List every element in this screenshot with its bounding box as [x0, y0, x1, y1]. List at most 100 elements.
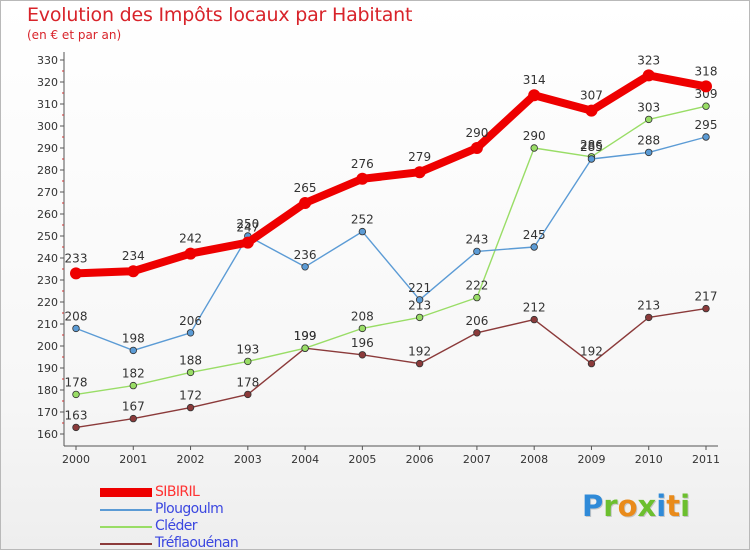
data-label: 199	[294, 329, 317, 343]
data-point	[358, 351, 367, 359]
data-label: 208	[351, 309, 374, 323]
data-label: 250	[236, 217, 259, 231]
data-point	[587, 155, 596, 163]
data-label: 245	[523, 228, 546, 242]
legend-swatch	[100, 543, 152, 545]
series-line-tréflaouénan	[75, 307, 707, 429]
x-tick-label: 2009	[577, 453, 605, 466]
data-point	[642, 69, 655, 82]
y-tick-label: 320	[37, 76, 58, 89]
legend-label: Cléder	[155, 518, 198, 534]
y-tick-label: 170	[37, 406, 58, 419]
data-point	[530, 243, 538, 251]
logo-letter: o	[617, 489, 638, 523]
x-tick-label: 2008	[520, 453, 548, 466]
data-label: 192	[580, 345, 603, 359]
data-label: 196	[351, 336, 374, 350]
series-line-cléder	[75, 105, 707, 396]
data-label: 221	[408, 281, 431, 295]
data-label: 290	[523, 129, 546, 143]
x-tick-label: 2001	[119, 453, 147, 466]
data-label: 307	[580, 89, 603, 103]
data-label: 234	[122, 249, 145, 263]
data-point	[530, 144, 538, 152]
data-point	[702, 304, 710, 313]
x-tick-label: 2000	[62, 453, 90, 466]
data-point	[72, 390, 80, 399]
data-label: 295	[695, 118, 718, 132]
x-tick-label: 2010	[635, 453, 663, 466]
logo-letter: i	[680, 489, 691, 523]
y-tick-label: 310	[37, 98, 58, 111]
data-label: 213	[408, 298, 431, 312]
logo-letter: x	[637, 489, 657, 523]
data-point	[530, 315, 538, 324]
y-tick-label: 250	[37, 230, 58, 243]
data-label: 243	[465, 232, 488, 246]
data-label: 208	[65, 309, 88, 323]
data-label: 222	[465, 279, 488, 293]
data-point	[473, 247, 481, 256]
y-tick-label: 210	[37, 318, 58, 331]
data-label: 236	[294, 248, 317, 262]
x-tick-label: 2004	[291, 453, 319, 466]
data-point	[415, 359, 424, 368]
y-tick-label: 230	[37, 274, 58, 287]
data-label: 323	[637, 53, 660, 67]
x-tick-label: 2003	[234, 453, 262, 466]
data-point	[645, 148, 653, 157]
x-tick-label: 2011	[692, 453, 720, 466]
proxiti-logo: Proxiti	[582, 489, 690, 523]
x-tick-label: 2002	[177, 453, 205, 466]
data-label: 188	[179, 353, 202, 367]
data-label: 252	[351, 213, 374, 227]
data-point	[473, 329, 481, 337]
data-label: 178	[236, 375, 259, 389]
y-tick-label: 270	[37, 186, 58, 199]
legend-swatch	[100, 526, 152, 528]
x-tick-label: 2005	[348, 453, 376, 466]
data-point	[184, 247, 197, 260]
data-label: 265	[294, 181, 317, 195]
data-label: 172	[179, 389, 202, 403]
data-point	[241, 236, 254, 249]
data-label: 318	[695, 64, 718, 78]
y-tick-label: 160	[37, 428, 58, 441]
data-label: 233	[65, 251, 88, 265]
data-label: 247	[236, 221, 259, 235]
y-tick-label: 200	[37, 340, 58, 353]
y-tick-label: 300	[37, 120, 58, 133]
data-label: 213	[637, 298, 660, 312]
legend-swatch	[100, 509, 152, 511]
y-tick-label: 330	[37, 54, 58, 67]
data-point	[72, 423, 80, 432]
data-point	[72, 324, 80, 333]
y-tick-label: 260	[37, 208, 58, 221]
y-tick-label: 190	[37, 362, 58, 375]
data-point	[645, 115, 653, 124]
y-tick-label: 280	[37, 164, 58, 177]
data-label: 206	[179, 314, 202, 328]
data-point	[129, 414, 137, 423]
data-label: 288	[637, 133, 660, 147]
data-point	[700, 80, 712, 93]
legend-label: Plougoulm	[155, 501, 224, 517]
data-label: 242	[179, 232, 202, 246]
data-label: 285	[580, 140, 603, 154]
data-point	[528, 89, 541, 102]
legend-swatch	[100, 488, 152, 497]
data-point	[244, 390, 252, 399]
data-label: 163	[65, 408, 88, 422]
series-line-plougoulm	[75, 136, 707, 352]
data-label: 198	[122, 331, 145, 345]
data-point	[702, 133, 710, 141]
data-label: 192	[408, 345, 431, 359]
data-point	[645, 313, 653, 322]
logo-letter: t	[666, 489, 681, 523]
data-point	[186, 403, 195, 412]
data-point	[470, 142, 483, 154]
data-label: 206	[465, 314, 488, 328]
data-label: 303	[637, 100, 660, 114]
data-label: 167	[122, 400, 145, 414]
data-label: 217	[695, 290, 718, 304]
